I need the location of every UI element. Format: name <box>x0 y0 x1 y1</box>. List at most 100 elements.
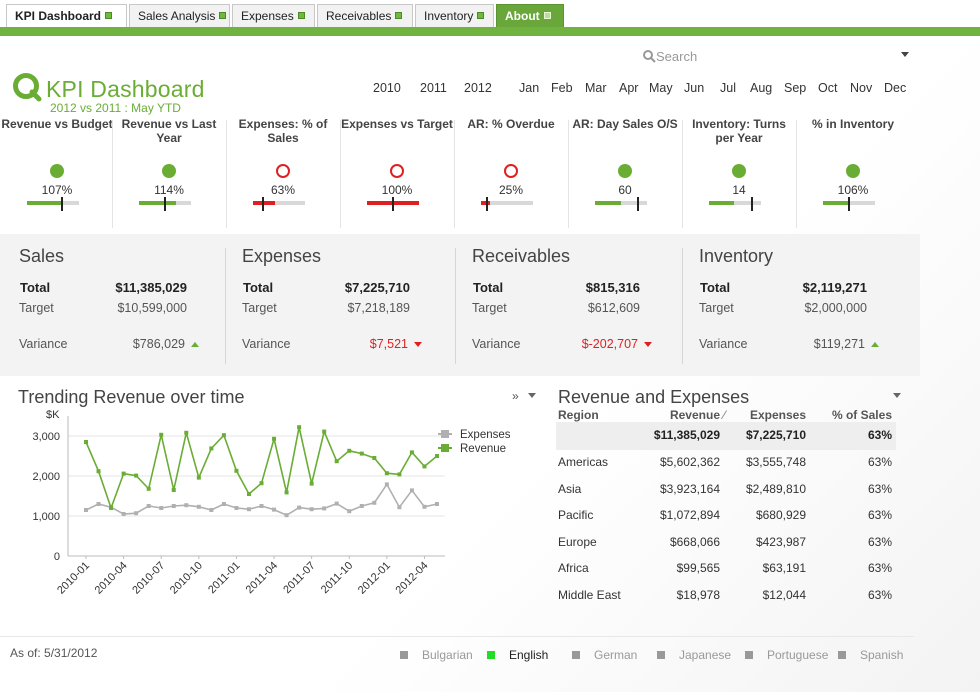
language-label: Portuguese <box>767 648 829 662</box>
tab-about[interactable]: About <box>496 4 564 27</box>
column-header[interactable]: Expenses <box>749 408 806 422</box>
x-tick-label: 2010-01 <box>55 560 92 597</box>
target-label: Target <box>19 301 54 315</box>
legend-swatch <box>441 430 449 438</box>
month-feb[interactable]: Feb <box>551 81 573 95</box>
value-cell: $5,602,362 <box>659 455 720 469</box>
tab-expenses[interactable]: Expenses <box>232 4 315 27</box>
variance-value-wrap: $-202,707 <box>502 337 652 351</box>
language-option-english[interactable]: English <box>487 648 548 662</box>
month-nov[interactable]: Nov <box>850 81 873 95</box>
language-option-portuguese[interactable]: Portuguese <box>745 648 828 662</box>
month-jun[interactable]: Jun <box>684 81 705 95</box>
kpi-bullet-bar <box>27 201 79 205</box>
chart-expand-icon[interactable]: » <box>512 389 519 403</box>
month-dec[interactable]: Dec <box>884 81 907 95</box>
data-point <box>84 508 88 512</box>
arrow-down-icon <box>644 342 652 347</box>
month-aug[interactable]: Aug <box>750 81 773 95</box>
region-cell[interactable]: Africa <box>558 561 589 576</box>
checkbox-icon <box>657 651 665 659</box>
month-may[interactable]: May <box>649 81 673 95</box>
kpi-bullet-fill <box>481 201 490 205</box>
summary-expenses: Expenses Total $7,225,710 Target $7,218,189 V… <box>242 234 442 376</box>
kpi-label: AR: Day Sales O/S <box>572 117 678 131</box>
region-cell[interactable]: Middle East <box>558 588 621 602</box>
month-sep[interactable]: Sep <box>784 81 807 95</box>
month-oct[interactable]: Oct <box>818 81 838 95</box>
year-2012[interactable]: 2012 <box>464 81 492 95</box>
kpi-card[interactable]: AR: % Overdue <box>454 117 568 229</box>
month-jul[interactable]: Jul <box>720 81 736 95</box>
tab-kpi-dashboard[interactable]: KPI Dashboard <box>6 4 127 27</box>
page-subtitle: 2012 vs 2011 : May YTD <box>50 101 181 115</box>
kpi-divider <box>340 120 341 228</box>
status-good-icon <box>162 164 176 178</box>
status-good-icon <box>846 164 860 178</box>
year-2010[interactable]: 2010 <box>373 81 401 95</box>
kpi-card[interactable]: Expenses vs Target <box>340 117 454 229</box>
year-2011[interactable]: 2011 <box>420 81 447 95</box>
kpi-value: 63% <box>270 183 296 197</box>
chart-menu-icon[interactable] <box>528 393 537 398</box>
column-header[interactable]: % of Sales <box>831 408 892 422</box>
search-box[interactable]: Search <box>643 49 697 66</box>
data-point <box>347 509 352 514</box>
region-cell[interactable]: Europe <box>558 534 597 549</box>
tab-label: Inventory <box>424 9 474 23</box>
total-cell: $11,385,029 <box>653 428 720 442</box>
language-option-spanish[interactable]: Spanish <box>838 648 903 662</box>
sort-icon[interactable]: ⁄ <box>723 408 726 422</box>
y-tick-label: 3,000 <box>32 431 60 443</box>
data-point <box>121 471 126 476</box>
data-point <box>234 506 239 510</box>
status-good-icon <box>50 164 64 178</box>
language-option-japanese[interactable]: Japanese <box>657 648 731 662</box>
column-header[interactable]: Revenue <box>669 408 720 422</box>
value-cell: 63% <box>867 534 892 549</box>
column-header[interactable]: Region <box>558 408 599 422</box>
kpi-target-marker <box>392 197 394 211</box>
data-point <box>309 481 314 486</box>
language-option-german[interactable]: German <box>572 648 637 662</box>
variance-value-wrap: $786,029 <box>49 337 199 351</box>
value-cell: $18,978 <box>676 588 720 602</box>
kpi-value: 106% <box>837 183 869 197</box>
region-cell[interactable]: Americas <box>558 455 609 469</box>
search-icon <box>643 50 656 66</box>
data-point <box>121 512 126 516</box>
kpi-card[interactable]: Revenue vs Last Year <box>112 117 226 229</box>
table-menu-icon[interactable] <box>893 393 901 398</box>
arrow-up-icon <box>191 342 199 347</box>
tab-receivables[interactable]: Receivables <box>317 4 413 27</box>
data-point <box>334 501 339 506</box>
region-cell[interactable]: Asia <box>558 481 582 496</box>
value-cell: 63% <box>867 588 892 602</box>
tab-inventory[interactable]: Inventory <box>415 4 494 27</box>
as-of-date: As of: 5/31/2012 <box>10 646 98 660</box>
region-cell[interactable]: Pacific <box>558 508 594 523</box>
kpi-card[interactable]: Inventory: Turns per Year <box>682 117 796 229</box>
summary-band: Sales Total $11,385,029 Target $10,599,000 Va… <box>0 234 920 376</box>
month-apr[interactable]: Apr <box>619 81 639 95</box>
data-point <box>134 511 139 516</box>
month-mar[interactable]: Mar <box>585 81 607 95</box>
series-line-expenses <box>85 482 438 517</box>
kpi-card[interactable]: Revenue vs Budget <box>0 117 114 229</box>
kpi-label: Expenses vs Target <box>341 117 453 131</box>
search-dropdown-icon[interactable] <box>901 52 909 57</box>
kpi-value: 100% <box>381 183 413 197</box>
kpi-card[interactable]: Expenses: % of Sales <box>226 117 340 229</box>
kpi-label: % in Inventory <box>811 117 894 131</box>
data-point <box>221 433 226 438</box>
summary-title: Sales <box>19 246 65 266</box>
chart-controls[interactable]: » <box>512 389 537 403</box>
kpi-card[interactable]: % in Inventory <box>796 117 910 229</box>
kpi-card[interactable]: AR: Day Sales O/S <box>568 117 682 229</box>
month-jan[interactable]: Jan <box>519 81 540 95</box>
value-cell: $3,555,748 <box>745 455 806 469</box>
tab-sales-analysis[interactable]: Sales Analysis <box>129 4 230 27</box>
target-value: $10,599,000 <box>117 301 187 315</box>
target-label: Target <box>242 301 277 315</box>
language-option-bulgarian[interactable]: Bulgarian <box>400 648 473 662</box>
